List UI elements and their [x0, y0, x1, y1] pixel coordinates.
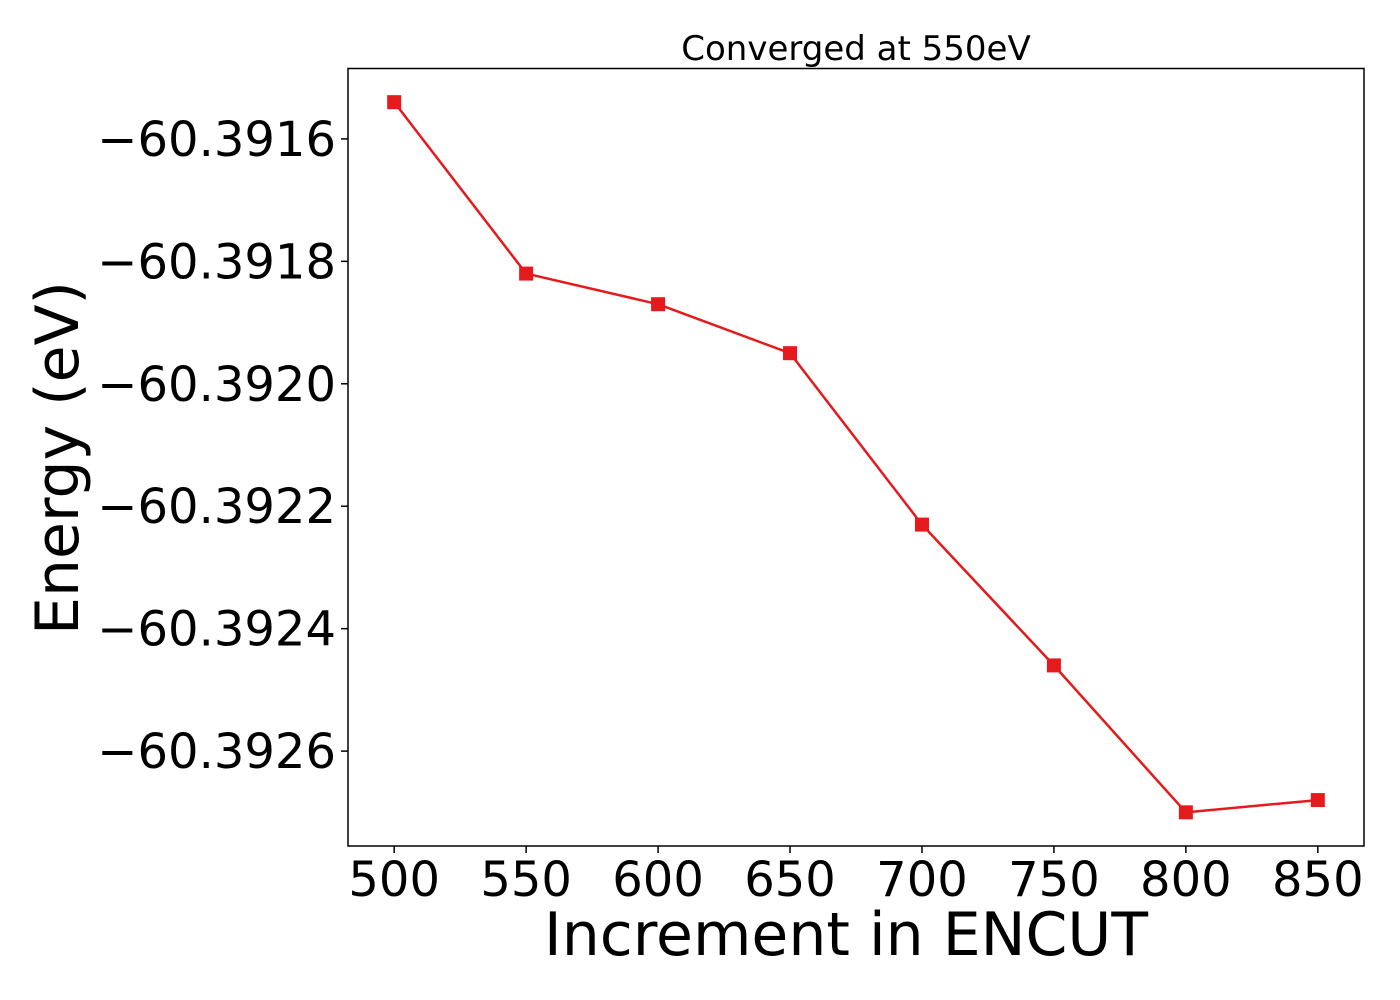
- x-tick-label: 700: [876, 852, 968, 908]
- x-tick-label: 750: [1008, 852, 1100, 908]
- y-tick-label: −60.3916: [97, 112, 336, 168]
- y-tick-label: −60.3924: [97, 602, 336, 658]
- data-point: [519, 266, 534, 281]
- x-tick-label: 800: [1140, 852, 1232, 908]
- data-point: [1046, 658, 1061, 673]
- data-point: [387, 95, 402, 110]
- y-tick-label: −60.3918: [97, 234, 336, 290]
- plot-area: [347, 67, 1365, 847]
- x-axis-label: Increment in ENCUT: [544, 900, 1148, 970]
- x-tick-label: 500: [348, 852, 440, 908]
- data-point: [783, 346, 798, 361]
- data-point: [1178, 805, 1193, 820]
- x-tick-label: 850: [1272, 852, 1364, 908]
- plot-frame: [347, 67, 1365, 847]
- y-tick-label: −60.3926: [97, 724, 336, 780]
- data-point: [914, 517, 929, 532]
- y-tick-label: −60.3922: [97, 479, 336, 535]
- series-layer: [387, 95, 1325, 820]
- chart-title: Converged at 550eV: [681, 29, 1030, 69]
- data-point: [1310, 793, 1325, 808]
- x-tick-label: 600: [612, 852, 704, 908]
- x-axis: 500 550 600 650 700 750 800 850: [348, 846, 1364, 908]
- y-axis: −60.3916 −60.3918 −60.3920 −60.3922 −60.3924…: [97, 112, 348, 780]
- series-line: [392, 100, 1320, 814]
- y-tick-label: −60.3920: [97, 357, 336, 413]
- x-tick-label: 550: [480, 852, 572, 908]
- y-axis-label: Energy (eV): [23, 281, 93, 635]
- data-point: [651, 297, 666, 312]
- x-tick-label: 650: [744, 852, 836, 908]
